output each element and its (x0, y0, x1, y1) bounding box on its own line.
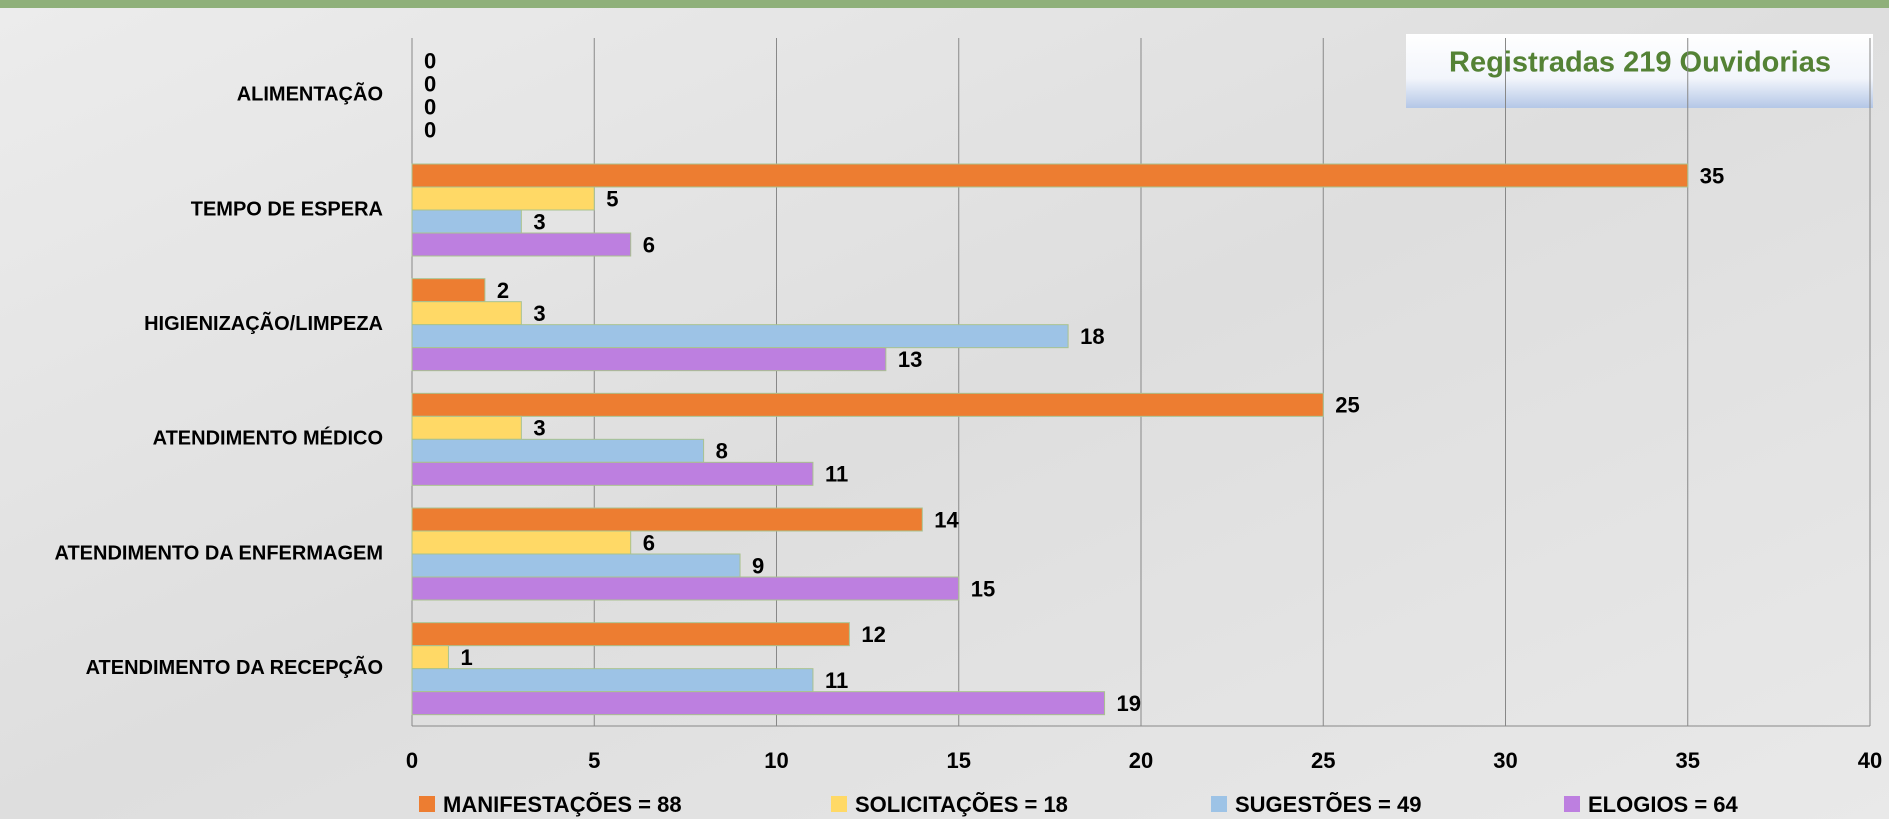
bar (411, 163, 1689, 188)
legend-swatch (831, 796, 847, 812)
legend-label: ELOGIOS = 64 (1588, 792, 1739, 817)
data-label: 11 (825, 668, 848, 693)
bar (411, 347, 887, 372)
bar (411, 668, 814, 693)
data-label: 3 (533, 209, 545, 234)
legend-swatch (419, 796, 435, 812)
bar (411, 645, 449, 670)
bar (411, 324, 1069, 349)
data-label: 8 (716, 439, 728, 464)
data-label: 1 (460, 645, 472, 670)
bar (411, 553, 741, 578)
data-label: 0 (424, 95, 436, 120)
y-tick-label: ALIMENTAÇÃO (237, 83, 383, 106)
bar (411, 392, 1324, 417)
x-tick-label: 40 (1858, 748, 1882, 773)
x-tick-label: 15 (947, 748, 971, 773)
y-tick-label: ATENDIMENTO MÉDICO (153, 427, 383, 450)
data-label: 6 (643, 530, 655, 555)
data-label: 2 (497, 278, 509, 303)
bar (411, 576, 960, 601)
x-tick-label: 35 (1676, 748, 1700, 773)
data-label: 11 (825, 462, 848, 487)
y-tick-label: ATENDIMENTO DA ENFERMAGEM (54, 542, 383, 564)
bar (411, 278, 486, 303)
annotation-box (1406, 34, 1873, 108)
bar (411, 438, 705, 463)
y-tick-label: ATENDIMENTO DA RECEPÇÃO (86, 656, 383, 679)
data-label: 18 (1080, 324, 1104, 349)
data-label: 0 (424, 72, 436, 97)
legend-label: MANIFESTAÇÕES = 88 (443, 792, 682, 817)
annotation: Registradas 219 Ouvidorias (1449, 47, 1831, 79)
legend-swatch (1564, 796, 1580, 812)
data-label: 13 (898, 347, 922, 372)
x-tick-label: 0 (406, 748, 418, 773)
bar (411, 507, 923, 532)
legend-swatch (1211, 796, 1227, 812)
x-tick-label: 30 (1493, 748, 1517, 773)
data-label: 3 (533, 301, 545, 326)
data-label: 6 (643, 232, 655, 257)
data-label: 14 (934, 507, 959, 532)
x-tick-label: 25 (1311, 748, 1335, 773)
bar (411, 415, 522, 440)
data-label: 35 (1700, 163, 1724, 188)
y-tick-label: HIGIENIZAÇÃO/LIMPEZA (144, 312, 383, 335)
legend-label: SUGESTÕES = 49 (1235, 792, 1421, 817)
data-label: 0 (424, 118, 436, 143)
legend-label: SOLICITAÇÕES = 18 (855, 792, 1068, 817)
bar (411, 186, 595, 211)
y-tick-label: TEMPO DE ESPERA (191, 198, 383, 220)
data-label: 15 (971, 576, 995, 601)
bar (411, 209, 522, 234)
x-tick-label: 20 (1129, 748, 1153, 773)
data-label: 0 (424, 49, 436, 74)
data-label: 19 (1117, 691, 1141, 716)
data-label: 5 (606, 186, 618, 211)
data-label: 12 (861, 622, 885, 647)
data-label: 3 (533, 416, 545, 441)
bar (411, 301, 522, 326)
x-tick-label: 5 (588, 748, 600, 773)
data-label: 9 (752, 553, 764, 578)
bar (411, 461, 814, 486)
data-label: 25 (1335, 393, 1359, 418)
top-strip (0, 0, 1889, 8)
bar (411, 622, 850, 647)
x-tick-label: 10 (764, 748, 788, 773)
bar (411, 232, 632, 257)
bar (411, 691, 1106, 716)
bar (411, 530, 632, 555)
